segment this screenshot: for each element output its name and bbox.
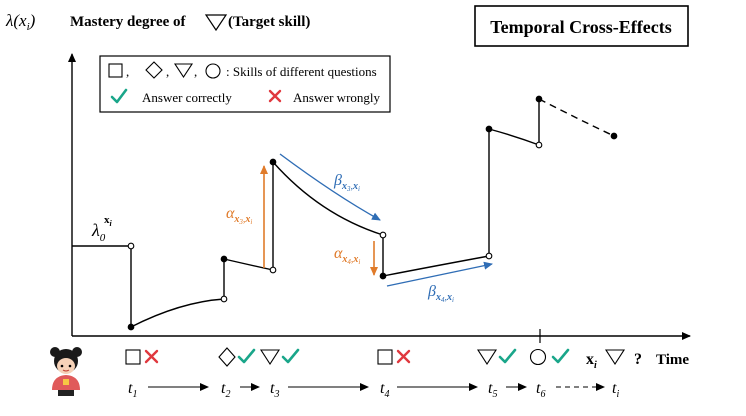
lambda0-superscript: xi	[104, 214, 113, 228]
query-label: xi	[586, 351, 597, 371]
target-skill-text: (Target skill)	[228, 14, 310, 30]
check-icon	[110, 88, 128, 104]
student-avatar-icon	[50, 347, 82, 396]
alpha3-label: αx3,xi	[226, 205, 252, 226]
mastery-curve	[72, 98, 615, 328]
svg-text:,: ,	[126, 64, 129, 79]
check-icon	[237, 348, 256, 364]
timeline-tick-label: t3	[270, 380, 279, 400]
beta4-label: βx4,xi	[427, 283, 454, 304]
event-markers: xi ? Time	[125, 347, 689, 371]
beta3-arrow	[279, 153, 381, 221]
cross-icon	[396, 349, 411, 364]
target-triangle-icon	[204, 14, 228, 32]
query-mark: ?	[634, 351, 642, 368]
lambda-symbol: λ(xi)	[5, 11, 36, 33]
triangle-skill-icon	[476, 349, 498, 366]
square-skill-icon	[108, 63, 123, 78]
time-label: Time	[656, 352, 689, 368]
diamond-skill-icon	[145, 61, 163, 79]
check-icon	[281, 348, 300, 364]
square-skill-icon	[125, 349, 141, 365]
timeline-tick-label: t5	[488, 380, 497, 400]
beta3-label: βx3,xi	[333, 172, 360, 193]
timeline-tick-label: ti	[612, 380, 619, 400]
timeline: t1 t2 t3 t4 t5 t6 ti	[128, 380, 619, 400]
y-axis-label: λ(xi) Mastery degree of (Target skill)	[5, 11, 310, 33]
curve-points	[127, 95, 618, 331]
circle-skill-icon	[529, 348, 547, 366]
lambda0-label: λ0	[91, 220, 106, 244]
title-box: Temporal Cross-Effects	[474, 5, 689, 47]
check-icon	[498, 348, 517, 364]
legend-shapes-text: : Skills of different questions	[226, 64, 377, 79]
svg-text:,: ,	[166, 64, 169, 79]
legend-correct-text: Answer correctly	[142, 90, 232, 105]
timeline-tick-label: t6	[536, 380, 545, 400]
triangle-skill-icon	[604, 349, 626, 366]
legend-box: , , , : Skills of different questions An…	[99, 55, 391, 113]
page-title: Temporal Cross-Effects	[490, 17, 671, 37]
triangle-skill-icon	[173, 63, 194, 79]
timeline-tick-label: t4	[380, 380, 389, 400]
y-axis-label-text: Mastery degree of	[70, 14, 187, 30]
square-skill-icon	[377, 349, 393, 365]
circle-skill-icon	[205, 63, 221, 79]
check-icon	[551, 348, 570, 364]
alpha4-label: αx4,xi	[334, 245, 360, 266]
beta4-arrow	[386, 261, 493, 287]
svg-text:,: ,	[194, 64, 197, 79]
diamond-skill-icon	[218, 347, 236, 367]
legend-wrong-text: Answer wrongly	[293, 90, 381, 105]
triangle-skill-icon	[259, 349, 281, 366]
timeline-tick-label: t2	[221, 380, 230, 400]
timeline-tick-label: t1	[128, 380, 137, 400]
cross-icon	[268, 89, 282, 103]
cross-icon	[144, 349, 159, 364]
